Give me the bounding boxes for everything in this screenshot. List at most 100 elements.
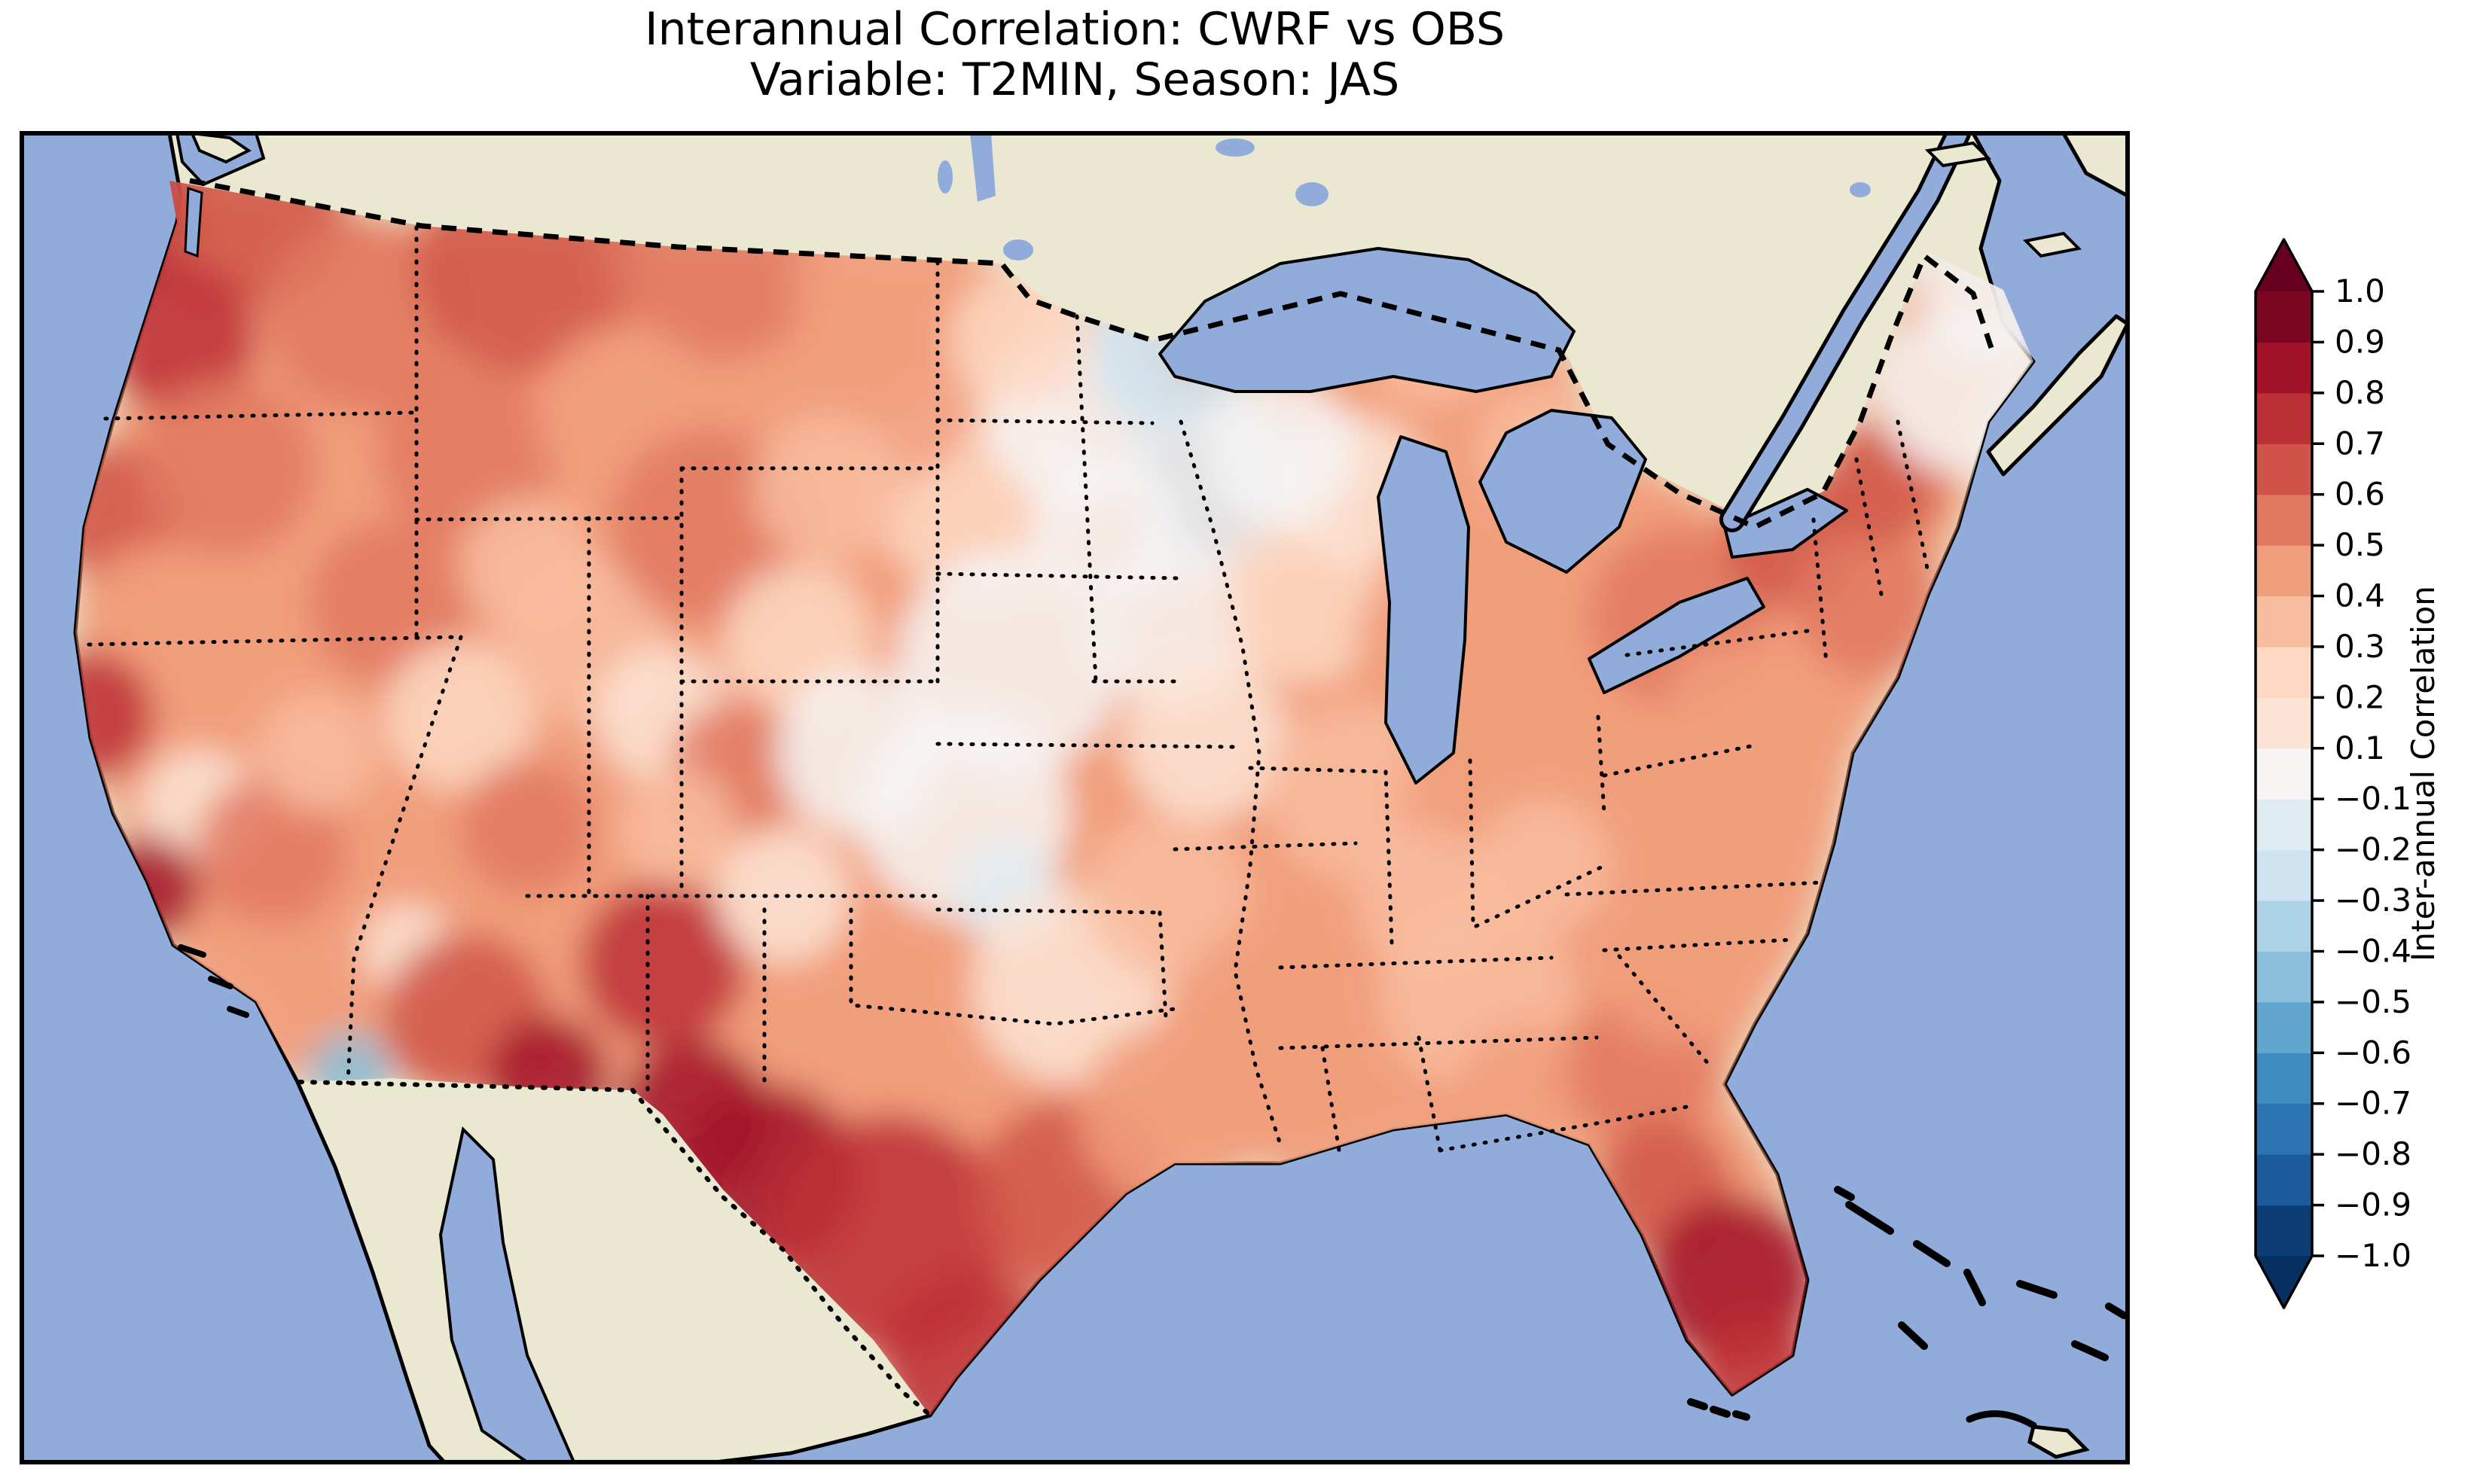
- field-blob: [1476, 798, 1612, 934]
- field-blob: [75, 651, 154, 779]
- colorbar-tick-label: 0.2: [2335, 678, 2385, 715]
- st-lawrence-river: [1723, 133, 1967, 529]
- colorbar-tick-label: 0.5: [2335, 526, 2385, 563]
- field-blob: [1792, 527, 1943, 678]
- colorbar-segment: [2256, 1154, 2312, 1206]
- colorbar-tick-label: −0.9: [2335, 1187, 2411, 1223]
- plot-title: Interannual Correlation: CWRF vs OBS Var…: [22, 3, 2128, 107]
- colorbar-under-arrow: [2256, 1256, 2312, 1308]
- field-blob: [580, 881, 746, 1047]
- field-blob: [136, 376, 316, 557]
- field-blob: [90, 542, 211, 663]
- island-chain: [1834, 1186, 1855, 1201]
- colorbar-tick-label: 0.4: [2335, 577, 2385, 614]
- anticosti-island: [1924, 141, 1992, 168]
- state-border: [1602, 937, 1795, 952]
- colorbar-segment: [2256, 849, 2312, 901]
- colorbar-over-arrow: [2256, 239, 2312, 291]
- field-blob: [1032, 452, 1182, 602]
- colorbar-tick-label: 1.0: [2335, 273, 2385, 309]
- lake-erie: [1588, 577, 1765, 694]
- lake-huron: [1478, 409, 1647, 574]
- field-blob: [264, 218, 459, 414]
- colorbar-segment: [2256, 494, 2312, 546]
- state-border: [1278, 955, 1554, 970]
- colorbar-tick-label: −1.0: [2335, 1237, 2411, 1274]
- lake-nipigon: [1295, 182, 1329, 206]
- colorbar-segment: [2256, 1053, 2312, 1105]
- colorbar-segment: [2256, 748, 2312, 800]
- vancouver-island: [190, 133, 252, 164]
- map-area: [22, 133, 2128, 1462]
- state-border: [849, 907, 1177, 1026]
- lake-winnipeg: [970, 133, 996, 202]
- map-frame: [20, 131, 2130, 1464]
- state-border: [1417, 1035, 1442, 1153]
- state-border: [1617, 954, 1712, 1068]
- island-chain: [2105, 1303, 2128, 1319]
- colorbar-tick-label: −0.3: [2335, 882, 2411, 919]
- colorbar-tick-label: 0.1: [2335, 730, 2385, 766]
- prince-edward-island: [2022, 231, 2082, 258]
- colorbar-segment: [2256, 799, 2312, 851]
- colorbar-segment: [2256, 596, 2312, 648]
- island-chain: [1898, 1321, 1928, 1350]
- colorbar-tick-label: −0.4: [2335, 932, 2411, 969]
- colorbar-tick-label: −0.1: [2335, 780, 2411, 817]
- state-border: [1468, 758, 1475, 928]
- state-border: [346, 635, 463, 1085]
- colorbar-segment: [2256, 697, 2312, 749]
- title-line-1: Interannual Correlation: CWRF vs OBS: [644, 3, 1505, 56]
- state-border: [414, 516, 684, 522]
- canada-lake: [1216, 139, 1255, 157]
- lake-manitoba: [938, 160, 953, 193]
- island-chain: [2071, 1340, 2109, 1361]
- state-border: [1811, 517, 1829, 665]
- state-border: [935, 907, 1162, 915]
- colorbar-segment: [2256, 443, 2312, 495]
- island-chain: [1710, 1406, 1731, 1418]
- state-border: [935, 418, 1155, 425]
- newfoundland: [2061, 133, 2128, 198]
- island-chain: [2016, 1280, 2058, 1299]
- state-border: [1173, 841, 1358, 852]
- island-chain: [1687, 1398, 1708, 1410]
- nova-scotia: [1986, 314, 2128, 477]
- title-line-2: Variable: T2MIN, Season: JAS: [749, 53, 1400, 107]
- colorbar-segment: [2256, 545, 2312, 597]
- field-blob: [459, 497, 595, 632]
- state-border: [1075, 314, 1098, 684]
- puget-sound: [184, 186, 203, 258]
- canada-lake: [1850, 182, 1871, 197]
- island-chain: [1732, 1410, 1750, 1421]
- cuba: [2027, 1425, 2090, 1459]
- colorbar-segment: [2256, 1205, 2312, 1257]
- lake-of-the-woods: [1003, 239, 1033, 261]
- colorbar-segment: [2256, 951, 2312, 1003]
- cuba-coast: [1966, 1410, 2037, 1429]
- colorbar: 1.0 0.9 0.8 0.7 0.6 0.5 0.4 0.3 0.2 0.1 −0.1 −0.2 −0…: [2254, 238, 2442, 1309]
- colorbar-segment: [2256, 1103, 2312, 1155]
- field-blob: [715, 828, 851, 964]
- field-blob: [618, 768, 738, 888]
- colorbar-tick-label: 0.7: [2335, 425, 2385, 462]
- field-blob: [196, 776, 346, 926]
- state-border: [1179, 419, 1283, 1147]
- state-border: [1248, 766, 1388, 774]
- field-blob: [256, 693, 377, 813]
- state-border: [1564, 880, 1825, 897]
- colorbar-tick-label: −0.2: [2335, 831, 2411, 868]
- field-blob: [1205, 376, 1356, 527]
- colorbar-segment: [2256, 646, 2312, 698]
- gulf-of-california: [438, 1126, 576, 1462]
- colorbar-tick-label: 0.9: [2335, 323, 2385, 360]
- state-border: [1320, 1046, 1343, 1162]
- colorbar-tick-label: 0.3: [2335, 628, 2385, 665]
- field-blob: [377, 361, 557, 542]
- us-canada-border: [189, 178, 1995, 530]
- field-blob: [1122, 655, 1288, 821]
- state-border: [1596, 715, 1606, 815]
- us-mexico-border: [297, 1080, 935, 1419]
